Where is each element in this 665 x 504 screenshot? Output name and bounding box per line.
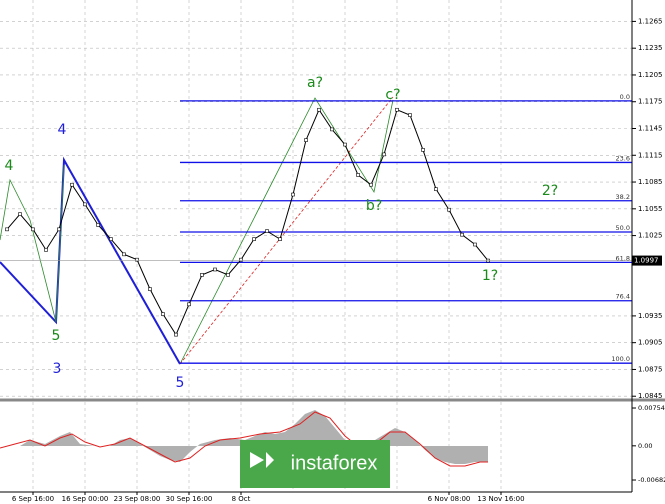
price-point (304, 138, 308, 142)
y-tick-label: 1.1025 (638, 232, 663, 240)
price-point (265, 229, 269, 233)
price-point (330, 127, 334, 132)
fib-label: 61.8 (616, 254, 630, 262)
y-tick-label: 0.00 (638, 442, 652, 450)
price-point (161, 312, 165, 316)
price-point (317, 107, 321, 112)
price-point (252, 237, 256, 241)
x-tick-label: 23 Sep 08:00 (114, 495, 161, 503)
price-point (239, 257, 243, 262)
fib-label: 50.0 (616, 224, 630, 232)
y-tick-label: 1.1115 (638, 151, 663, 159)
wave-label: 5 (52, 328, 61, 344)
price-point (434, 187, 438, 191)
y-tick-label: 1.0845 (638, 392, 663, 400)
fib-label: 0.0 (620, 93, 630, 101)
y-tick-label: 0.00754 (638, 404, 665, 412)
y-tick-label: 1.1235 (638, 44, 663, 52)
grid (0, 0, 632, 492)
wave-label: 4 (58, 122, 67, 138)
wave-label: 2? (542, 183, 558, 199)
price-point (343, 142, 347, 147)
y-tick-label: 1.1055 (638, 205, 663, 213)
price-point (57, 227, 61, 232)
y-tick-label: 1.0935 (638, 312, 663, 320)
price-point (187, 302, 191, 307)
watermark-text: instaforex (291, 452, 378, 474)
price-point (174, 332, 178, 337)
y-tick-label: 1.1265 (638, 17, 663, 25)
fib-label: 100.0 (611, 355, 630, 363)
y-tick-label: 1.0905 (638, 339, 663, 347)
y-tick-label: 1.1145 (638, 125, 663, 133)
wave-label: a? (307, 75, 323, 91)
price-point (213, 267, 217, 272)
x-tick-label: 8 Oct (232, 495, 251, 503)
price-point (44, 248, 48, 252)
current-price-label: 1.0997 (634, 257, 659, 265)
price-point (460, 232, 464, 237)
price-point (18, 212, 22, 216)
wave-label: b? (366, 198, 382, 214)
price-point (382, 152, 386, 157)
y-tick-label: 1.1175 (638, 98, 663, 106)
price-point (148, 287, 152, 291)
wave-label: 3 (53, 361, 62, 377)
y-tick-label: 1.1085 (638, 178, 663, 186)
price-point (200, 273, 204, 277)
price-point (421, 148, 425, 152)
price-point (291, 192, 295, 197)
macd-signal (0, 411, 488, 467)
plot: 0.0 23.6 38.2 50.0 61.8 76.4 100.0 (0, 93, 632, 364)
macd (0, 410, 488, 467)
y-tick-label: 1.1205 (638, 71, 663, 79)
price-point (135, 257, 139, 262)
y-tick-label: -0.00682 (638, 476, 665, 484)
wave-green (0, 164, 65, 323)
price-point (473, 242, 477, 247)
x-tick-label: 6 Sep 16:00 (12, 495, 54, 503)
watermark: instaforex (240, 440, 390, 488)
price-point (70, 182, 74, 187)
wave-label: c? (385, 87, 400, 103)
price-point (96, 223, 100, 227)
macd-histogram (0, 410, 488, 464)
price-point (31, 227, 35, 232)
trend-line (179, 96, 394, 365)
price-point (369, 182, 373, 187)
x-tick-label: 30 Sep 16:00 (166, 495, 213, 503)
price-point (5, 227, 9, 232)
price-point (109, 237, 113, 241)
price-point (83, 202, 87, 207)
price-point (395, 107, 399, 112)
watermark-box (240, 440, 390, 488)
price-point (278, 237, 282, 241)
price-point (122, 252, 126, 257)
x-tick-label: 6 Nov 08:00 (428, 495, 471, 503)
wave-label: 5 (176, 375, 185, 391)
x-tick-label: 16 Sep 00:00 (62, 495, 109, 503)
wave-label: 4 (5, 158, 14, 174)
y-tick-label: 1.0875 (638, 365, 663, 373)
watermark-logo (250, 452, 274, 468)
price-point (447, 207, 451, 212)
fib-label: 76.4 (616, 293, 630, 301)
current-price-box (632, 255, 662, 266)
price-point (226, 273, 230, 277)
fib-label: 38.2 (616, 193, 630, 201)
price-line (6, 108, 489, 336)
price-point (408, 113, 412, 117)
x-tick-label: 13 Nov 16:00 (477, 495, 524, 503)
price-point (356, 173, 360, 177)
wave-label: 1? (482, 268, 498, 284)
fib-label: 23.6 (616, 154, 630, 162)
